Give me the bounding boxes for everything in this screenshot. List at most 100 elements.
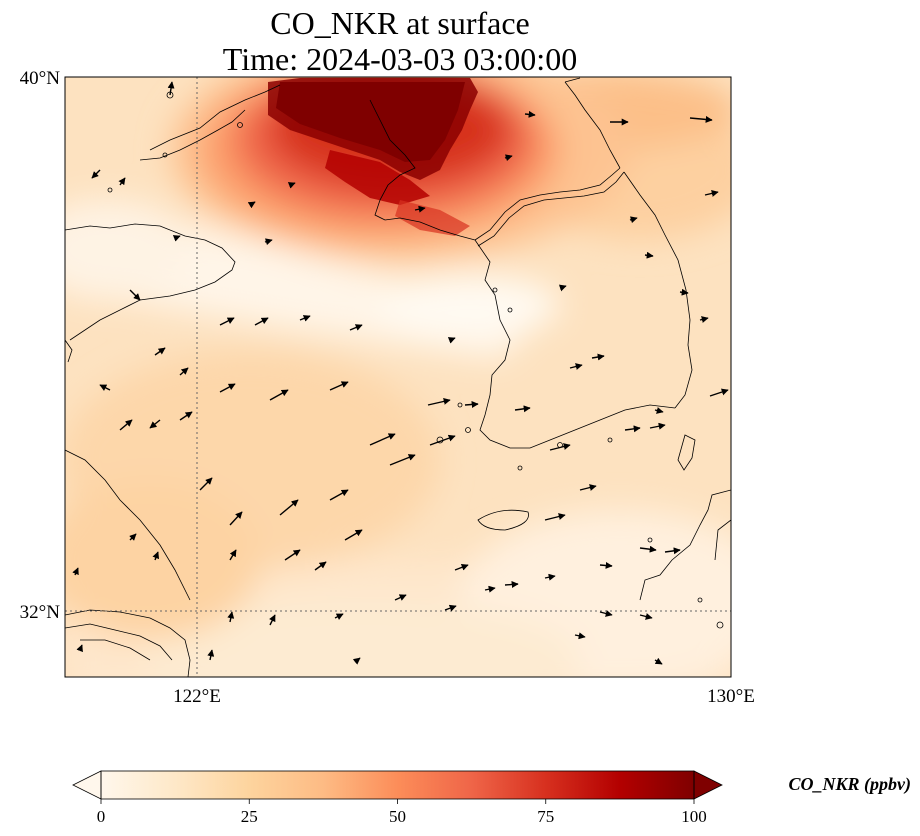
colorbar-extend-low xyxy=(72,770,102,800)
colorbar-tick-label: 50 xyxy=(389,807,406,826)
wind-arrow xyxy=(287,182,296,189)
wind-arrow xyxy=(624,425,641,433)
wind-arrow xyxy=(269,389,289,401)
wind-arrow xyxy=(129,289,141,301)
wind-arrow xyxy=(464,400,479,408)
lon-tick-122: 122°E xyxy=(173,686,221,707)
wind-arrow xyxy=(544,573,556,581)
wind-arrow xyxy=(119,419,133,431)
colorbar-tick-label: 0 xyxy=(97,807,106,826)
wind-arrow xyxy=(704,190,719,197)
gridlines xyxy=(65,77,731,677)
wind-arrow xyxy=(389,454,416,466)
wind-arrow xyxy=(219,317,235,326)
colorbar-tick-label: 75 xyxy=(537,807,554,826)
wind-arrow xyxy=(99,384,111,391)
wind-arrow xyxy=(329,381,349,391)
wind-arrow xyxy=(427,397,451,406)
wind-arrow xyxy=(352,657,361,665)
wind-arrow xyxy=(679,288,689,296)
colorbar-tick-label: 25 xyxy=(241,807,258,826)
wind-arrow xyxy=(284,549,301,561)
colorbar: 0 25 50 75 100 CO_NKR (ppbv) xyxy=(72,770,912,826)
wind-arrow xyxy=(709,388,729,397)
wind-arrow xyxy=(72,567,79,576)
wind-arrow xyxy=(199,477,213,491)
map-title-line-2: Time: 2024-03-03 03:00:00 xyxy=(222,41,578,77)
wind-arrow xyxy=(504,154,513,162)
wind-arrow xyxy=(649,422,666,430)
wind-arrow xyxy=(334,613,344,620)
wind-arrow xyxy=(514,405,531,413)
wind-arrow xyxy=(549,443,571,451)
colorbar-extend-high xyxy=(693,770,723,800)
wind-arrow xyxy=(227,611,235,623)
wind-arrow xyxy=(179,367,189,376)
wind-arrow xyxy=(254,317,269,326)
colorbar-gradient xyxy=(101,771,694,799)
wind-arrow xyxy=(247,201,256,209)
colorbar-ticks: 0 25 50 75 100 xyxy=(97,799,707,826)
wind-arrow xyxy=(129,533,137,541)
wind-arrow xyxy=(207,649,215,661)
wind-arrow xyxy=(591,353,605,361)
wind-arrow xyxy=(569,363,583,370)
map-frame xyxy=(64,76,732,678)
wind-arrow xyxy=(314,561,327,571)
colorbar-tick-label: 100 xyxy=(681,807,707,826)
wind-arrow xyxy=(689,115,713,123)
wind-arrow xyxy=(629,216,638,224)
wind-arrow xyxy=(654,657,663,665)
wind-arrow xyxy=(264,238,273,246)
wind-arrow xyxy=(544,513,566,521)
wind-arrow xyxy=(599,561,613,569)
wind-arrow xyxy=(639,545,657,553)
wind-arrow xyxy=(329,489,349,501)
co-plume-core xyxy=(268,78,478,236)
wind-arrow xyxy=(172,235,181,242)
lat-tick-40: 40°N xyxy=(20,68,61,89)
wind-arrow xyxy=(664,547,681,555)
map-title-line-1: CO_NKR at surface xyxy=(270,5,530,41)
wind-arrow xyxy=(229,549,237,561)
wind-arrow xyxy=(152,551,160,561)
coastlines xyxy=(65,77,731,677)
wind-arrow xyxy=(394,594,407,601)
wind-arrow xyxy=(699,316,709,323)
wind-arrow xyxy=(454,563,469,571)
wind-arrow xyxy=(299,315,311,322)
wind-arrow xyxy=(344,529,363,541)
wind-arrow xyxy=(229,511,243,526)
wind-arrow xyxy=(639,613,653,620)
lat-tick-32: 32°N xyxy=(20,602,61,623)
wind-arrow xyxy=(429,434,456,446)
wind-arrow xyxy=(654,407,664,414)
wind-vectors xyxy=(72,81,729,665)
colorbar-title: CO_NKR (ppbv) xyxy=(789,774,912,795)
wind-arrow xyxy=(279,499,299,516)
map-panel xyxy=(65,77,731,677)
wind-arrow xyxy=(484,585,496,593)
wind-arrow xyxy=(91,169,101,179)
wind-arrow xyxy=(644,251,654,259)
wind-arrow xyxy=(579,484,597,491)
wind-arrow xyxy=(524,110,536,118)
wind-arrow xyxy=(76,644,83,653)
wind-arrow xyxy=(167,81,175,96)
lon-tick-130: 130°E xyxy=(707,686,755,707)
wind-arrow xyxy=(269,614,276,626)
wind-arrow xyxy=(179,411,193,421)
wind-arrow xyxy=(369,433,396,446)
wind-arrow xyxy=(558,284,567,292)
wind-arrow xyxy=(118,177,126,186)
wind-arrow xyxy=(574,632,586,640)
wind-arrow xyxy=(599,610,613,617)
wind-arrow xyxy=(349,324,363,331)
wind-arrow xyxy=(149,419,161,429)
wind-arrow xyxy=(154,347,166,356)
wind-arrow xyxy=(447,337,456,344)
wind-arrow xyxy=(444,604,457,612)
wind-arrow xyxy=(504,580,519,588)
wind-arrow xyxy=(414,205,426,213)
